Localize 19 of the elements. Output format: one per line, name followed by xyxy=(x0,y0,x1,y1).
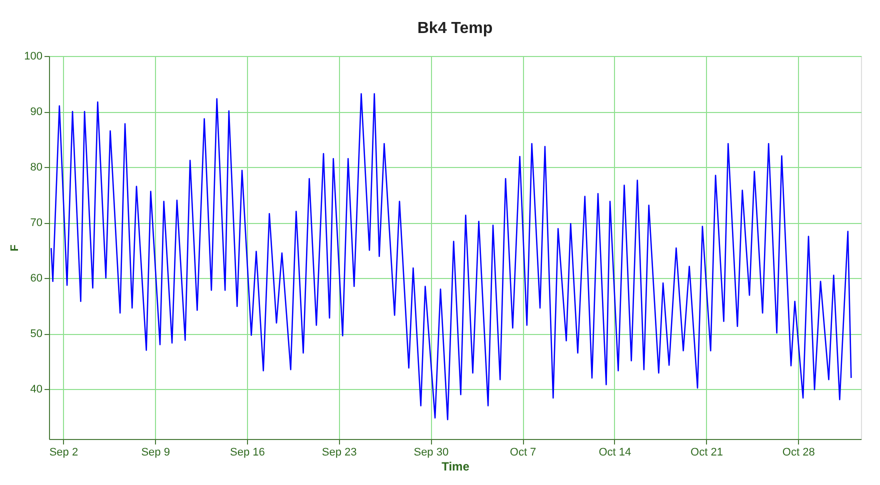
x-tick-label: Oct 28 xyxy=(782,446,815,458)
x-tick-label: Sep 30 xyxy=(414,446,449,458)
y-tick-label: 70 xyxy=(30,217,42,230)
x-tick-label: Sep 23 xyxy=(322,446,357,458)
y-axis-title: F xyxy=(9,244,22,252)
x-tick-label: Oct 7 xyxy=(510,446,536,458)
y-tick-label: 50 xyxy=(30,328,42,340)
x-tick-label: Oct 14 xyxy=(598,446,632,458)
x-tick-label: Sep 9 xyxy=(141,446,170,458)
x-tick-label: Sep 16 xyxy=(230,446,265,458)
x-axis-title: Time xyxy=(442,460,470,474)
y-tick-label: 90 xyxy=(30,106,42,118)
y-tick-label: 60 xyxy=(30,272,42,285)
y-tick-label: 100 xyxy=(24,50,42,62)
y-tick-label: 80 xyxy=(30,162,42,174)
x-tick-label: Sep 2 xyxy=(49,446,78,458)
y-tick-label: 40 xyxy=(30,384,42,396)
x-tick-label: Oct 21 xyxy=(690,446,723,458)
chart-title: Bk4 Temp xyxy=(417,20,493,37)
